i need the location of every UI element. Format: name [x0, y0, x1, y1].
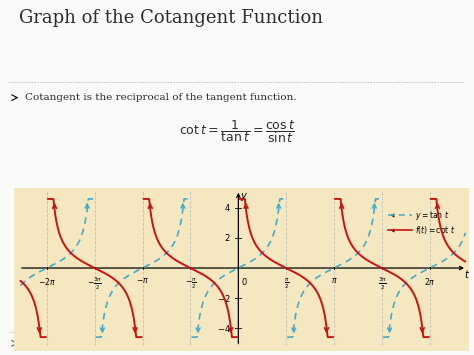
Text: $-2\pi$: $-2\pi$ — [38, 276, 56, 287]
Text: $\frac{\pi}{2}$: $\frac{\pi}{2}$ — [283, 276, 289, 291]
Text: $-4$: $-4$ — [217, 323, 231, 334]
Text: $\pi$: $\pi$ — [331, 276, 337, 285]
Text: $-\frac{\pi}{2}$: $-\frac{\pi}{2}$ — [184, 276, 196, 291]
Text: $\cot t = \dfrac{1}{\tan t} = \dfrac{\cos t}{\sin t}$: $\cot t = \dfrac{1}{\tan t} = \dfrac{\co… — [179, 118, 295, 145]
Text: $2\pi$: $2\pi$ — [424, 276, 436, 287]
Text: $2$: $2$ — [224, 233, 231, 244]
Text: $-\pi$: $-\pi$ — [136, 276, 149, 285]
Text: $y$: $y$ — [240, 191, 248, 203]
Text: $-\frac{3\pi}{2}$: $-\frac{3\pi}{2}$ — [87, 276, 102, 292]
Text: $y=\tan\,t$: $y=\tan\,t$ — [415, 209, 449, 222]
Text: $t$: $t$ — [464, 268, 470, 280]
Text: $f(t)=\cot\,t$: $f(t)=\cot\,t$ — [415, 224, 456, 236]
Text: $\frac{3\pi}{2}$: $\frac{3\pi}{2}$ — [378, 276, 386, 292]
Text: $-2$: $-2$ — [217, 293, 231, 304]
Text: Cotangent is the reciprocal of the tangent function.: Cotangent is the reciprocal of the tange… — [25, 93, 296, 102]
Text: Graph of the Cotangent Function: Graph of the Cotangent Function — [19, 9, 323, 27]
Text: $4$: $4$ — [224, 202, 231, 213]
Text: $0$: $0$ — [240, 276, 247, 287]
